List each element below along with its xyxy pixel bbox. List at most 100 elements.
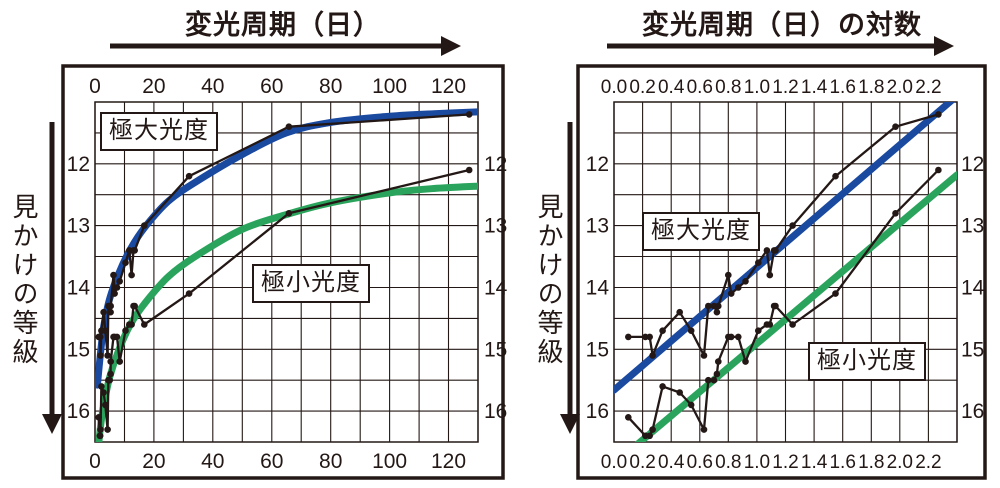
data-point [100, 308, 107, 316]
plot-frame [94, 101, 479, 443]
data-point [789, 222, 796, 229]
y-tick-label: 13 [961, 215, 984, 238]
data-point [789, 321, 796, 328]
x-tick-label: 100 [372, 450, 407, 473]
data-point [128, 271, 135, 279]
data-point [625, 333, 632, 341]
right-y-axis-label: 見かけの等級 [534, 193, 564, 367]
y-tick-label: 16 [586, 400, 609, 423]
data-point [104, 352, 111, 359]
x-tick-label: 0 [89, 450, 101, 473]
data-point [659, 327, 666, 335]
label-min-brightness-right: 極小光度 [808, 342, 926, 381]
data-point [705, 302, 712, 310]
x-tick-label: 0.4 [658, 452, 685, 473]
data-point [766, 271, 774, 279]
data-point [110, 271, 117, 279]
x-tick-label: 40 [201, 75, 224, 98]
left-chart-title: 変光周期（日） [185, 10, 381, 40]
x-tick-label: 20 [142, 75, 165, 98]
data-point [705, 376, 712, 384]
data-point [107, 370, 114, 378]
y-tick-label: 12 [67, 153, 90, 176]
max-fit-series [95, 108, 478, 389]
data-point [700, 426, 708, 433]
x-tick-label: 1.6 [829, 452, 855, 473]
data-point [710, 376, 718, 384]
data-point [141, 222, 148, 229]
x-tick-label: 1.0 [744, 77, 770, 98]
x-tick-label: 60 [260, 450, 283, 473]
data-point [122, 259, 129, 267]
label-min-brightness-left: 極小光度 [252, 264, 370, 303]
x-tick-label: 80 [319, 75, 342, 98]
x-tick-label: 1.4 [801, 452, 828, 473]
data-point [95, 414, 102, 421]
data-point [892, 210, 899, 217]
data-point [742, 278, 749, 285]
series-area [95, 108, 478, 442]
data-point [97, 426, 104, 433]
x-tick-label: 2.0 [887, 77, 913, 98]
x-tick-label: 2.2 [915, 77, 941, 98]
data-point [111, 290, 118, 297]
y-tick-label: 13 [586, 215, 609, 238]
data-point [465, 166, 473, 174]
data-point [832, 290, 839, 297]
y-tick-label: 13 [67, 215, 90, 238]
x-tick-label: 1.2 [772, 452, 798, 473]
panel-border [61, 64, 505, 480]
data-point [98, 383, 105, 390]
data-point [122, 327, 129, 335]
data-point [185, 290, 193, 297]
data-point [131, 247, 138, 254]
data-point [113, 284, 121, 291]
data-point [646, 432, 653, 440]
y-tick-label: 16 [67, 400, 90, 423]
data-point [892, 123, 899, 130]
x-tick-label: 0 [89, 75, 101, 98]
y-tick-label: 15 [67, 338, 90, 361]
x-tick-label: 1.4 [801, 77, 828, 98]
min-data-series [625, 166, 942, 440]
data-point [766, 321, 774, 328]
data-point [100, 389, 107, 396]
left-y-axis-label: 見かけの等級 [9, 193, 39, 367]
right-chart-title: 変光周期（日）の対数 [642, 10, 922, 40]
data-point [649, 352, 656, 359]
data-point [742, 358, 749, 365]
plot-frame [613, 101, 958, 443]
data-point [96, 432, 104, 440]
x-tick-label: 1.0 [744, 452, 770, 473]
x-tick-label: 0.8 [715, 452, 741, 473]
data-point [285, 210, 293, 217]
max-fit-series [614, 102, 956, 394]
data-point [772, 302, 779, 310]
tick-labels: 0.00.00.20.20.40.40.60.60.80.81.01.01.21… [586, 77, 985, 473]
x-tick-label: 40 [201, 450, 224, 473]
data-point [687, 327, 695, 335]
data-point [185, 172, 193, 180]
data-point [715, 302, 722, 310]
data-point [676, 308, 683, 316]
y-tick-label: 16 [961, 400, 984, 423]
data-point [755, 259, 762, 267]
data-point [772, 247, 779, 254]
data-point [935, 166, 942, 174]
data-point [97, 352, 104, 359]
max-data-series [625, 111, 942, 359]
x-tick-label: 2.0 [887, 452, 913, 473]
data-point [107, 308, 114, 316]
data-point [128, 321, 135, 328]
min-data-series [95, 166, 473, 440]
x-tick-label: 0.4 [658, 77, 685, 98]
x-tick-label: 100 [372, 75, 407, 98]
right-chart: 0.00.00.20.20.40.40.60.60.80.81.01.01.21… [560, 36, 987, 480]
panel-border [576, 64, 987, 480]
data-point [659, 383, 666, 390]
data-point [131, 302, 138, 310]
x-tick-label: 120 [431, 75, 466, 98]
